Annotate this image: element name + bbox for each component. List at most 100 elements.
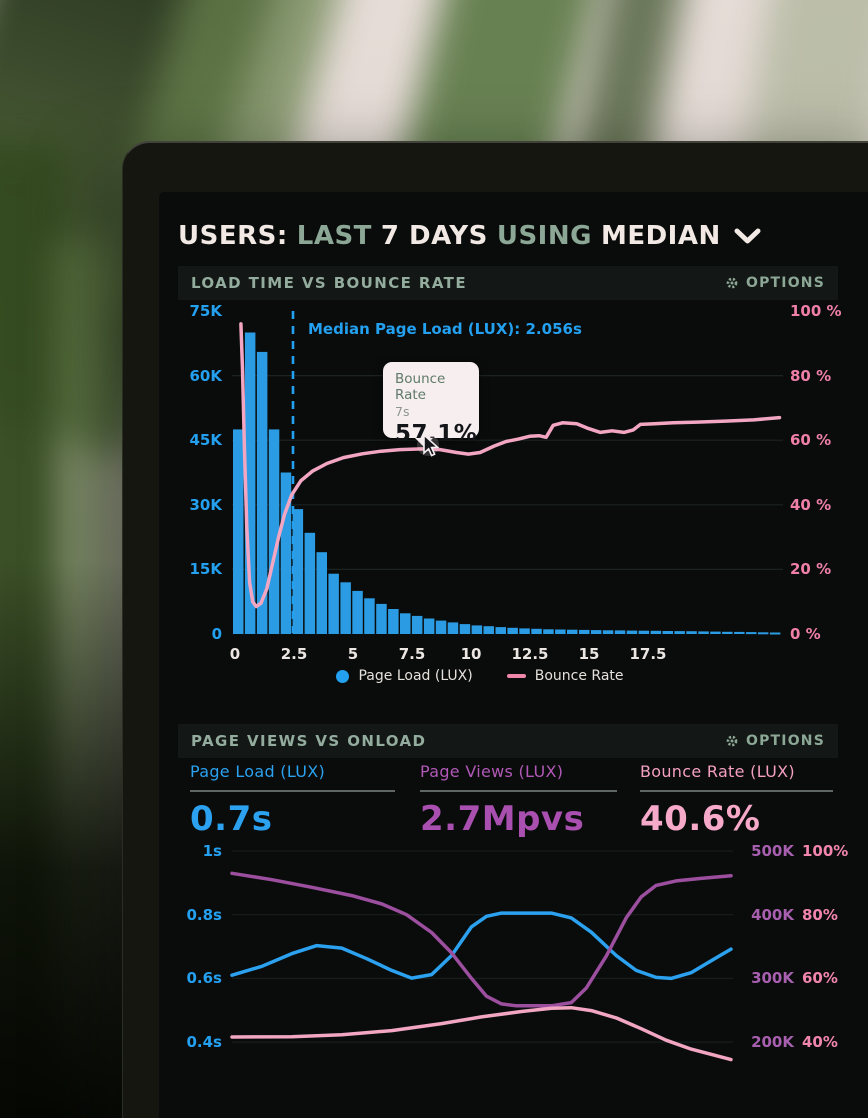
histogram-bar[interactable] xyxy=(280,472,292,635)
x-tick: 12.5 xyxy=(511,645,549,663)
bounce-rate-line[interactable] xyxy=(239,322,782,609)
histogram-bar[interactable] xyxy=(662,631,674,634)
histogram-bar[interactable] xyxy=(268,429,280,634)
y-tick: 15K xyxy=(189,560,223,579)
histogram-bar[interactable] xyxy=(423,618,435,635)
users-range-dropdown[interactable]: USERS: LAST 7 DAYS USING MEDIAN xyxy=(178,219,761,252)
histogram-bar[interactable] xyxy=(579,629,590,634)
histogram-bar[interactable] xyxy=(602,630,614,634)
histogram-bar[interactable] xyxy=(674,631,685,634)
metric-label: Page Load (LUX) xyxy=(190,762,326,781)
histogram-bar[interactable] xyxy=(256,351,268,634)
histogram-bar[interactable] xyxy=(400,613,411,634)
median-page-load-label: Median Page Load (LUX): 2.056s xyxy=(308,320,582,338)
legend-label: Bounce Rate xyxy=(534,668,624,684)
panel2-options-button[interactable]: OPTIONS xyxy=(725,733,825,749)
y-tick: 80 % xyxy=(790,366,832,385)
histogram-bar[interactable] xyxy=(435,620,447,634)
histogram-bar[interactable] xyxy=(614,630,626,634)
chart2-y-axis-pageviews: 500K 400K 300K 200K xyxy=(748,843,794,1050)
histogram-bar[interactable] xyxy=(555,629,566,635)
divider xyxy=(640,790,833,792)
histogram-bar[interactable] xyxy=(531,628,542,634)
x-tick: 17.5 xyxy=(629,645,667,663)
title-segment: LAST xyxy=(296,220,372,251)
y-tick: 100 % xyxy=(790,302,842,320)
histogram-bar[interactable] xyxy=(769,632,781,635)
y-tick: 0.8s xyxy=(186,905,222,924)
histogram-bar[interactable] xyxy=(411,615,423,634)
legend-item-bounce-rate[interactable]: Bounce Rate xyxy=(506,668,624,684)
panel2-options-label: OPTIONS xyxy=(745,733,825,749)
gear-icon xyxy=(726,735,738,747)
histogram-bar[interactable] xyxy=(686,631,697,634)
series-line[interactable] xyxy=(230,1005,733,1062)
chevron-down-icon[interactable] xyxy=(734,222,761,252)
chart1-y-axis-right: 100 % 80 % 60 % 40 % 20 % 0 % xyxy=(790,303,850,642)
metric-label: Bounce Rate (LUX) xyxy=(640,762,795,781)
histogram-bar[interactable] xyxy=(543,629,554,634)
load-time-vs-bounce-rate-chart[interactable] xyxy=(230,302,786,638)
histogram-bar[interactable] xyxy=(710,631,721,634)
histogram-bar[interactable] xyxy=(567,629,578,634)
y-tick: 80% xyxy=(802,905,838,924)
histogram-bar[interactable] xyxy=(376,603,387,634)
tooltip-value: 57.1% xyxy=(395,421,478,447)
histogram-bar[interactable] xyxy=(304,532,316,634)
histogram-bar[interactable] xyxy=(626,630,638,634)
histogram-bar[interactable] xyxy=(507,627,518,634)
histogram-bar[interactable] xyxy=(757,632,769,635)
chart1-y-axis-left: 75K 60K 45K 30K 15K 0 xyxy=(150,302,223,643)
histogram-bar[interactable] xyxy=(722,631,733,634)
histogram-bar[interactable] xyxy=(447,622,459,634)
panel1-options-label: OPTIONS xyxy=(745,275,825,291)
x-tick: 2.5 xyxy=(280,645,308,663)
legend-item-page-load[interactable]: Page Load (LUX) xyxy=(336,668,473,684)
histogram-bar[interactable] xyxy=(638,630,650,634)
histogram-bar[interactable] xyxy=(233,429,244,634)
x-tick: 15 xyxy=(578,645,600,663)
histogram-bar[interactable] xyxy=(519,628,530,634)
histogram-bar[interactable] xyxy=(459,624,471,634)
tooltip-x-value: 7s xyxy=(395,404,410,419)
histogram-bar[interactable] xyxy=(698,631,709,634)
histogram-bar[interactable] xyxy=(495,627,507,634)
y-tick: 300K xyxy=(751,969,794,988)
y-tick: 60% xyxy=(802,969,838,988)
laptop-bezel xyxy=(122,141,868,1118)
histogram-bar[interactable] xyxy=(340,582,351,634)
x-tick: 0 xyxy=(229,645,241,663)
panel2-header: PAGE VIEWS VS ONLOAD OPTIONS xyxy=(178,724,838,758)
histogram-bar[interactable] xyxy=(364,598,375,634)
metric-label: Page Views (LUX) xyxy=(420,762,564,781)
histogram-bar[interactable] xyxy=(590,630,602,634)
panel1-options-button[interactable]: OPTIONS xyxy=(725,275,825,291)
blue-dot-icon xyxy=(336,669,350,683)
tooltip-title: Bounce Rate xyxy=(395,371,446,403)
histogram-bar[interactable] xyxy=(734,631,745,634)
hover-tooltip: Bounce Rate 7s 57.1% xyxy=(383,362,479,447)
chart2-y-axis-seconds: 1s 0.8s 0.6s 0.4s xyxy=(150,843,222,1050)
series-line[interactable] xyxy=(230,871,733,1008)
series-line[interactable] xyxy=(230,911,733,981)
histogram-bar[interactable] xyxy=(471,625,483,634)
metric-value: 2.7Mpvs xyxy=(420,799,585,839)
y-tick: 0 xyxy=(211,624,222,643)
y-tick: 100% xyxy=(802,842,849,860)
page-views-vs-onload-chart[interactable] xyxy=(230,844,735,1068)
y-tick: 75K xyxy=(189,302,223,320)
histogram-bar[interactable] xyxy=(292,509,304,634)
histogram-bar[interactable] xyxy=(746,632,757,635)
histogram-bar[interactable] xyxy=(316,552,328,634)
pink-dash-icon xyxy=(506,674,526,678)
histogram-bar[interactable] xyxy=(650,630,662,634)
histogram-bar[interactable] xyxy=(483,626,495,634)
panel2-title: PAGE VIEWS VS ONLOAD xyxy=(191,732,427,750)
histogram-bar[interactable] xyxy=(244,332,256,635)
histogram-bar[interactable] xyxy=(328,573,339,634)
histogram-bar[interactable] xyxy=(388,609,399,634)
histogram-bar[interactable] xyxy=(352,590,363,634)
gear-icon xyxy=(726,277,738,289)
title-segment: 7 DAYS xyxy=(380,220,488,251)
